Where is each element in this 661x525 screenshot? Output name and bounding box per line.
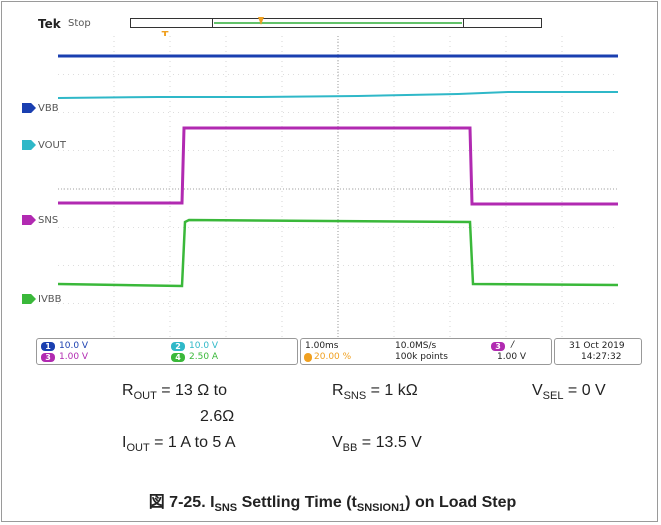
ch4-label-text: IVBB bbox=[38, 293, 62, 305]
timebase-value: 1.00ms bbox=[305, 341, 339, 351]
ch1-badge: 1 bbox=[41, 342, 55, 351]
ch3-scale: 1.00 V bbox=[59, 352, 89, 362]
trigger-position: 20.00 % bbox=[314, 352, 352, 362]
ch3-label: SNS bbox=[22, 214, 58, 226]
ch4-tag-icon bbox=[22, 294, 36, 304]
vsel-condition: VSEL = 0 V bbox=[532, 382, 606, 403]
trigger-position-icon bbox=[258, 17, 264, 25]
ch4-scale: 2.50 A bbox=[189, 352, 219, 362]
oscilloscope-screenshot: Tek Stop T VBB VOUT bbox=[22, 12, 643, 367]
sample-rate: 10.0MS/s bbox=[395, 341, 437, 351]
ch4-label: IVBB bbox=[22, 293, 62, 305]
trigger-source-badge: 3 bbox=[491, 342, 505, 351]
figure-caption: 図 7-25. ISNS Settling Time (tSNSION1) on… bbox=[148, 494, 517, 515]
ch2-label: VOUT bbox=[22, 139, 66, 151]
scope-readout-bar: 1 10.0 V 2 10.0 V 3 1.00 V 4 2.50 A 1.00… bbox=[22, 338, 643, 366]
capture-date: 31 Oct 2019 bbox=[569, 341, 625, 351]
scope-header: Tek Stop T bbox=[22, 12, 643, 41]
vbb-condition: VBB = 13.5 V bbox=[332, 434, 422, 455]
waveform-ch3 bbox=[58, 126, 618, 206]
timebase-trigger-box: 1.00ms 20.00 % 10.0MS/s 100k points 3 / … bbox=[300, 338, 552, 365]
center-axes bbox=[58, 36, 618, 342]
trigger-time-marker-icon: T bbox=[160, 30, 170, 42]
acquisition-status: Stop bbox=[68, 18, 91, 29]
ch2-tag-icon bbox=[22, 140, 36, 150]
waveform-ch2 bbox=[58, 91, 618, 99]
rsns-condition: RSNS = 1 kΩ bbox=[332, 382, 418, 403]
trigger-slope-icon: / bbox=[511, 340, 515, 350]
capture-time: 14:27:32 bbox=[581, 352, 622, 362]
trigger-level: 1.00 V bbox=[497, 352, 527, 362]
ch1-tag-icon bbox=[22, 103, 36, 113]
ch4-badge: 4 bbox=[171, 353, 185, 362]
ch1-label-text: VBB bbox=[38, 102, 59, 114]
ch2-badge: 2 bbox=[171, 342, 185, 351]
waveform-ch4 bbox=[58, 218, 618, 288]
ch1-scale: 10.0 V bbox=[59, 341, 89, 351]
channel-scale-box: 1 10.0 V 2 10.0 V 3 1.00 V 4 2.50 A bbox=[36, 338, 298, 365]
ch3-tag-icon bbox=[22, 215, 36, 225]
graticule-svg bbox=[58, 36, 618, 342]
datetime-box: 31 Oct 2019 14:27:32 bbox=[554, 338, 642, 365]
record-view-window bbox=[212, 18, 464, 28]
rout-condition: ROUT = 13 Ω to bbox=[122, 382, 228, 403]
record-length: 100k points bbox=[395, 352, 448, 362]
iout-condition: IOUT = 1 A to 5 A bbox=[122, 434, 236, 455]
ch2-scale: 10.0 V bbox=[189, 341, 219, 351]
ch3-label-text: SNS bbox=[38, 214, 59, 226]
ch1-label: VBB bbox=[22, 102, 59, 114]
trigger-pos-icon bbox=[304, 353, 312, 362]
brand-logo: Tek bbox=[38, 17, 61, 31]
waveform-graticule bbox=[58, 36, 618, 342]
rout-condition-line2: 2.6Ω bbox=[200, 408, 235, 425]
ch2-label-text: VOUT bbox=[38, 139, 66, 151]
ch3-badge: 3 bbox=[41, 353, 55, 362]
